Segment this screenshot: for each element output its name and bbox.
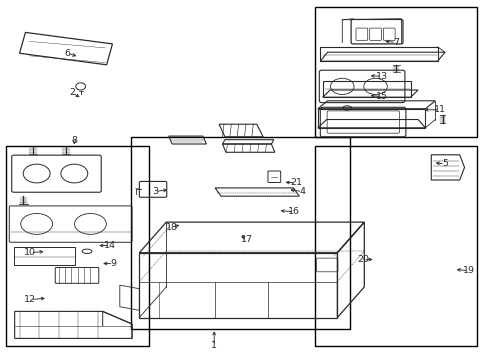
Bar [320, 47, 437, 61]
Bar [6, 146, 149, 346]
Bar [131, 137, 349, 329]
Text: 19: 19 [462, 266, 473, 275]
Text: 5: 5 [441, 159, 447, 168]
Text: 3: 3 [152, 187, 158, 196]
Text: 11: 11 [433, 105, 445, 114]
Text: 6: 6 [64, 49, 70, 58]
Text: 21: 21 [289, 178, 301, 187]
Text: 7: 7 [392, 38, 398, 47]
Bar [315, 146, 476, 346]
Text: 17: 17 [241, 235, 252, 244]
Text: 15: 15 [376, 92, 387, 101]
Text: 13: 13 [376, 72, 387, 81]
Text: 16: 16 [288, 207, 300, 216]
Text: 14: 14 [104, 241, 116, 250]
Text: 2: 2 [69, 88, 75, 97]
Text: 1: 1 [211, 341, 217, 350]
Text: 12: 12 [24, 295, 36, 304]
Text: 10: 10 [24, 248, 36, 257]
Text: 4: 4 [299, 187, 305, 196]
Bar [315, 7, 476, 137]
Bar [322, 81, 410, 97]
Bar [14, 247, 75, 265]
Text: 9: 9 [110, 259, 116, 268]
Text: 8: 8 [71, 136, 77, 145]
Text: 18: 18 [166, 223, 178, 232]
Text: 20: 20 [356, 256, 368, 264]
